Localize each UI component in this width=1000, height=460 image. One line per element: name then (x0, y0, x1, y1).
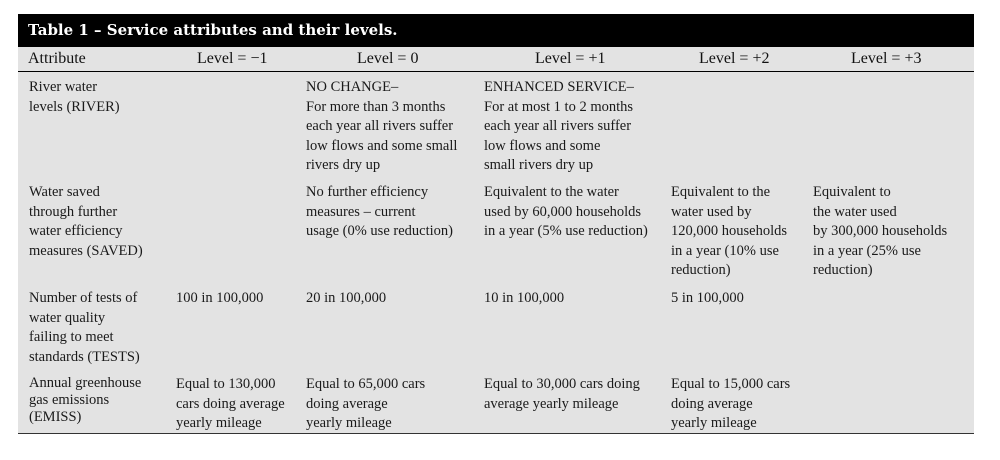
table-header-row: Attribute Level = −1 Level = 0 Level = +… (18, 47, 974, 72)
cell-emiss-level-0: Equal to 65,000 cars doing average yearl… (306, 376, 426, 431)
cell-emiss-level-plus-2: Equal to 15,000 cars doing average yearl… (671, 376, 791, 431)
cell-saved-level-plus-2: Equivalent to the water used by 120,000 … (671, 184, 787, 278)
header-level-plus-2: Level = +2 (699, 50, 770, 67)
cell-emiss-level-minus-1: Equal to 130,000 cars doing average year… (176, 376, 285, 431)
row-attribute-saved: Water saved through further water effici… (29, 184, 143, 259)
cell-saved-level-0: No further efficiency measures – current… (306, 184, 453, 239)
cell-tests-level-plus-2: 5 in 100,000 (671, 290, 744, 306)
cell-river-level-plus-1: ENHANCED SERVICE– For at most 1 to 2 mon… (484, 79, 634, 173)
row-attribute-river: River water levels (RIVER) (29, 79, 120, 115)
header-level-plus-3: Level = +3 (851, 50, 922, 67)
table-bottom-rule (18, 433, 974, 434)
cell-emiss-level-plus-1: Equal to 30,000 cars doing average yearl… (484, 376, 640, 412)
header-level-minus-1: Level = −1 (197, 50, 268, 67)
table-title: Table 1 – Service attributes and their l… (18, 14, 974, 47)
cell-tests-level-0: 20 in 100,000 (306, 290, 387, 306)
cell-tests-level-plus-1: 10 in 100,000 (484, 290, 565, 306)
cell-river-level-0: NO CHANGE– For more than 3 months each y… (306, 79, 458, 173)
row-attribute-tests: Number of tests of water quality failing… (29, 290, 140, 365)
header-attribute: Attribute (28, 50, 86, 67)
row-attribute-emiss: Annual greenhouse gas emissions (EMISS) (29, 375, 142, 425)
cell-saved-level-plus-3: Equivalent to the water used by 300,000 … (813, 184, 948, 278)
cell-tests-level-minus-1: 100 in 100,000 (176, 290, 264, 306)
header-level-plus-1: Level = +1 (535, 50, 606, 67)
header-level-0: Level = 0 (357, 50, 419, 67)
cell-saved-level-plus-1: Equivalent to the water used by 60,000 h… (484, 184, 648, 239)
service-attributes-table: Table 1 – Service attributes and their l… (18, 14, 974, 434)
